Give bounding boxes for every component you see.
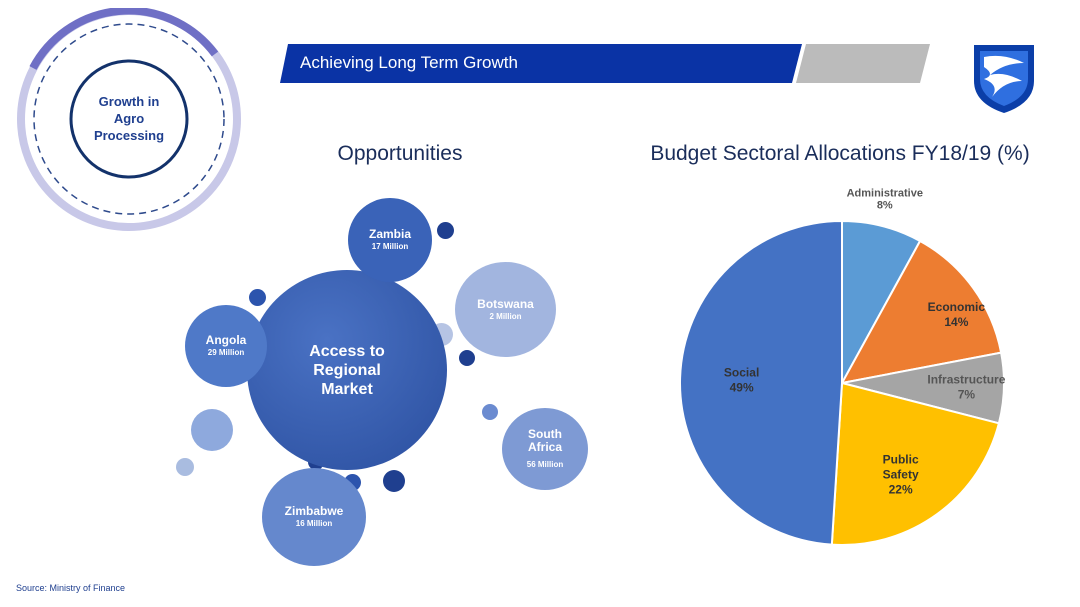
bubble-dot (191, 409, 233, 451)
growth-badge: Growth in Agro Processing (10, 6, 248, 246)
header-bar: Achieving Long Term Growth (0, 0, 1080, 100)
pie-slice-economic (840, 239, 1003, 385)
pie-label-public-safety: Public Safety 22% (883, 453, 919, 497)
bubble-dot (482, 404, 498, 420)
market-name: Zambia (368, 227, 411, 241)
bubble-dot (459, 350, 475, 366)
bubble-dot (437, 222, 454, 239)
badge-rings (17, 6, 241, 231)
center-bubble-label: Access to Regional Market (309, 342, 385, 398)
bubble-dot (176, 458, 194, 476)
market-bubble-angola: Angola 29 Million (185, 305, 267, 387)
market-bubble-south-africa: South Africa 56 Million (502, 408, 588, 490)
source-note: Source: Ministry of Finance (16, 583, 126, 593)
market-value: 2 Million (489, 311, 522, 321)
opportunities-heading: Opportunities (337, 142, 463, 165)
badge-text: Growth in Agro Processing (93, 94, 165, 143)
market-bubble-zambia: Zambia 17 Million (348, 198, 432, 282)
market-value: 16 Million (295, 519, 333, 528)
market-name: Angola (205, 333, 247, 347)
header-title: Achieving Long Term Growth (300, 53, 518, 72)
market-name: Botswana (477, 296, 534, 311)
market-name: Zimbabwe (284, 504, 344, 518)
pie-slice-public-safety (830, 381, 1001, 546)
market-value: 56 Million (526, 460, 564, 469)
market-value: 29 Million (207, 348, 245, 357)
market-value: 17 Million (371, 242, 409, 251)
market-name: South Africa (527, 427, 562, 454)
pie-slice-social (679, 219, 843, 546)
shield-logo-icon (970, 41, 1038, 115)
bubble-dot (249, 289, 266, 306)
chart-title: Budget Sectoral Allocations FY18/19 (%) (650, 142, 1030, 165)
pie-label-administrative: Administrative 8% (847, 187, 923, 211)
pie-label-infrastructure: Infrastructure 7% (927, 373, 1005, 402)
pie-label-social: Social 49% (724, 365, 759, 394)
market-bubble-zimbabwe: Zimbabwe 16 Million (262, 468, 366, 566)
bubble-dot (383, 470, 405, 492)
center-bubble: Access to Regional Market (247, 270, 447, 470)
market-bubble-botswana: Botswana 2 Million (455, 262, 556, 357)
pie-label-economic: Economic 14% (928, 300, 986, 329)
